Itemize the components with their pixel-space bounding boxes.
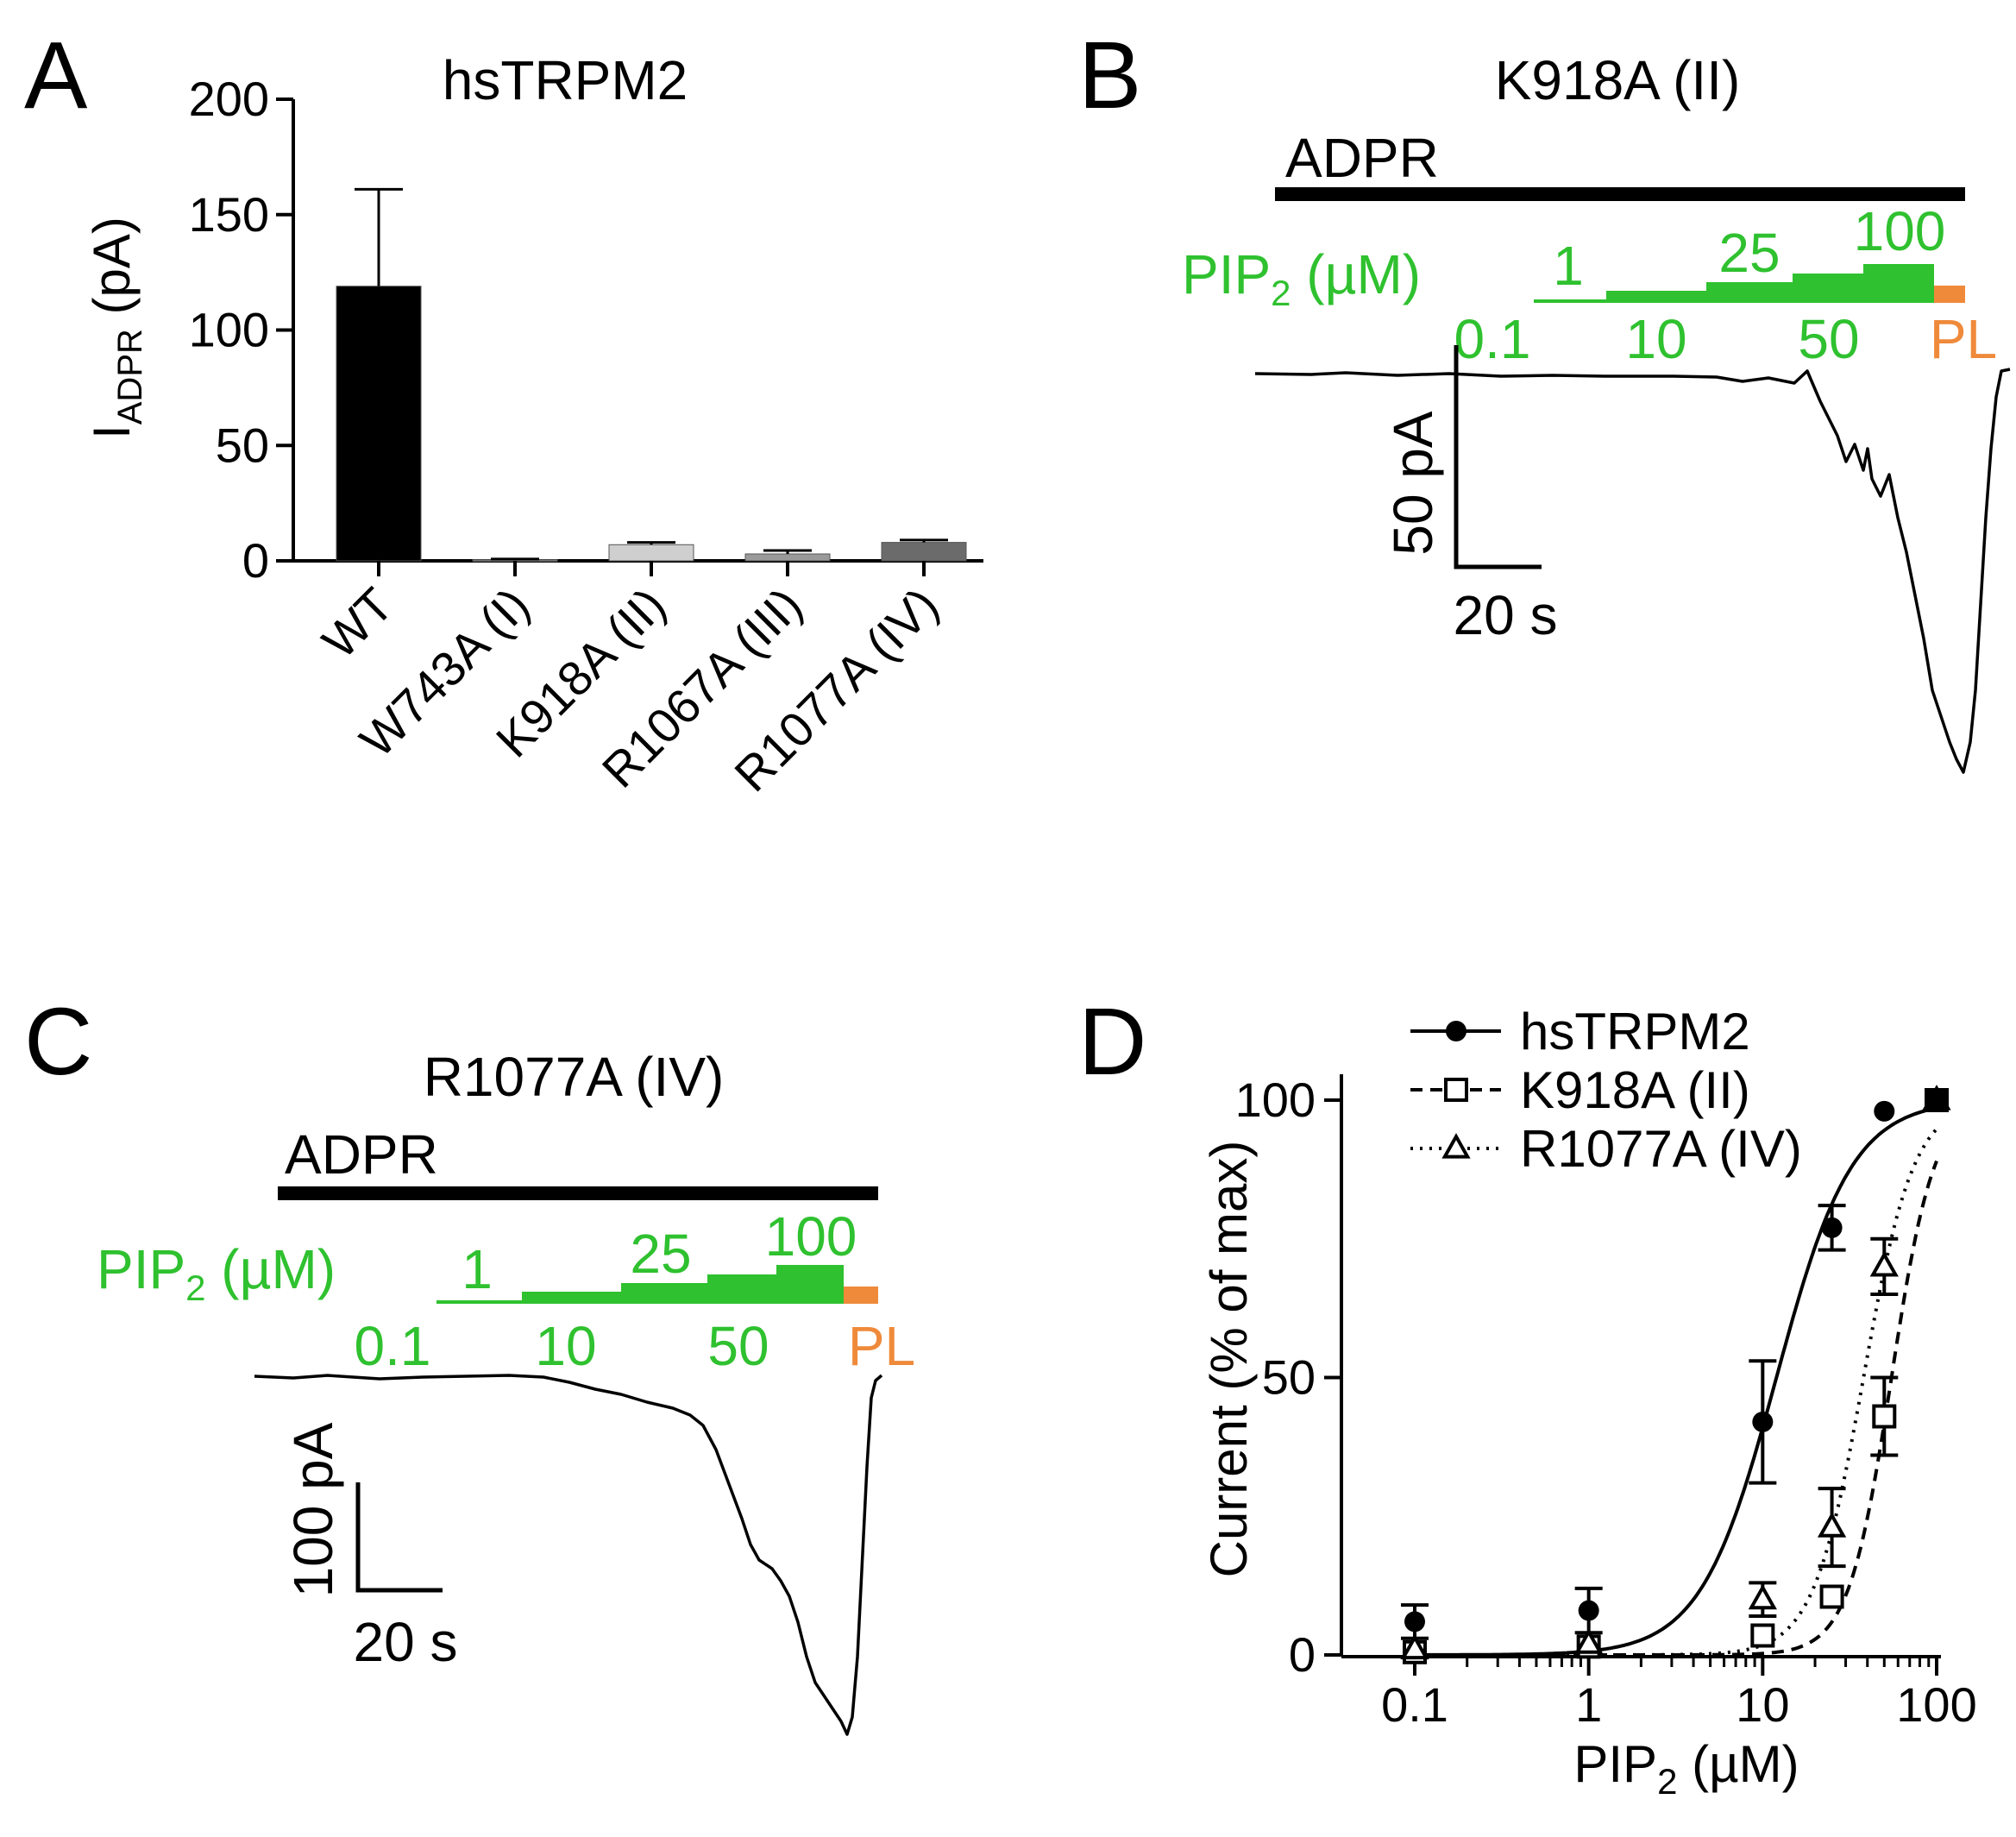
panel-d-fit-curves	[1415, 1106, 1938, 1657]
panel-a-ytick-label: 100	[189, 303, 269, 357]
panel-b-pip2-label: PIP2 (µM)	[1182, 243, 1421, 313]
panel-b-pl-label: PL	[1930, 308, 1997, 370]
panel-c-pl-bar	[844, 1287, 878, 1304]
panel-b-step-50: 50	[1798, 308, 1859, 370]
panel-d-legend-marker	[1444, 1078, 1468, 1102]
panel-b-pl-bar	[1934, 286, 1965, 303]
panel-d-point-square	[1872, 1404, 1897, 1429]
panel-c-scale-bar	[355, 1482, 443, 1593]
panel-b-letter: B	[1078, 22, 1141, 129]
panel-c-current-trace	[254, 1374, 883, 1736]
panel-d-fit-square	[1415, 1160, 1938, 1657]
panel-d-fit-circle	[1415, 1106, 1937, 1657]
panel-b-step-100: 100	[1854, 200, 1946, 262]
panel-d-x-label: PIP2 (µM)	[1573, 1735, 1799, 1802]
panel-c-trace: C R1077A (IV) ADPR PIP2 (µM) 1 25 100 0.…	[24, 989, 915, 1736]
panel-c-adpr-label: ADPR	[285, 1123, 438, 1186]
panel-d-point-circle	[1578, 1600, 1599, 1621]
panel-a-ytick-label: 200	[189, 72, 269, 126]
panel-c-step-50: 50	[707, 1315, 769, 1377]
panel-c-step-10: 10	[535, 1315, 596, 1377]
panel-c-pip2-staircase	[354, 1265, 844, 1304]
panel-d-point-square	[1819, 1584, 1844, 1609]
panel-b-current-trace	[1254, 368, 2011, 774]
panel-d-point-triangle	[1922, 1085, 1951, 1110]
panel-a-bars	[336, 187, 967, 563]
panel-c-pl-label: PL	[848, 1315, 915, 1377]
panel-d-legend-label: R1077A (IV)	[1520, 1120, 1802, 1178]
panel-b-adpr-bar	[1275, 187, 1965, 201]
panel-c-pip2-label: PIP2 (µM)	[97, 1238, 336, 1308]
panel-c-scale-y: 100 pA	[282, 1422, 344, 1597]
panel-b-trace: B K918A (II) ADPR PIP2 (µM) 1 25 100 0.1…	[1078, 22, 2011, 774]
panel-a-y-label: IADPR (pA)	[83, 217, 149, 439]
panel-d-ytick-label: 50	[1262, 1350, 1316, 1405]
panel-d-legend-label: K918A (II)	[1520, 1061, 1750, 1119]
panel-d-point-circle	[1404, 1611, 1425, 1633]
panel-d-ytick-label: 0	[1289, 1627, 1316, 1682]
panel-a-ytick-label: 150	[189, 187, 269, 242]
panel-c-letter: C	[24, 989, 92, 1095]
panel-a-xtick-label: WT	[311, 577, 403, 669]
panel-d-point-triangle	[1869, 1251, 1899, 1277]
panel-a-ytick-label: 0	[242, 533, 269, 588]
panel-a-bar	[744, 553, 831, 562]
panel-b-step-0.1: 0.1	[1454, 308, 1531, 370]
panel-d-xtick-label: 0.1	[1381, 1677, 1448, 1732]
panel-a-bar	[881, 542, 967, 562]
panel-d-fit-triangle	[1415, 1128, 1938, 1657]
panel-d-ticks: 0 50 100 0.1 1 10 100	[1235, 1073, 1977, 1732]
panel-b-step-1: 1	[1553, 235, 1584, 297]
panel-d-legend-marker	[1441, 1133, 1471, 1159]
panel-d-letter: D	[1078, 989, 1146, 1095]
panel-d-ytick-label: 100	[1235, 1073, 1316, 1127]
panel-a-title: hsTRPM2	[443, 49, 688, 111]
panel-b-scale-bar	[1454, 345, 1542, 569]
panel-c-step-100: 100	[765, 1205, 857, 1268]
panel-b-step-25: 25	[1718, 222, 1780, 284]
panel-c-adpr-bar	[278, 1186, 878, 1200]
panel-d-xtick-label: 100	[1896, 1677, 1976, 1732]
panel-d-point-triangle	[1574, 1628, 1604, 1654]
panel-d-point-triangle	[1817, 1512, 1847, 1538]
panel-c-step-25: 25	[630, 1223, 691, 1285]
panel-d-point-triangle	[1748, 1583, 1777, 1610]
panel-d-point-triangle	[1400, 1633, 1429, 1660]
panel-c-title: R1077A (IV)	[424, 1046, 725, 1108]
panel-d-y-label: Current (% of max)	[1200, 1141, 1258, 1578]
panel-c-step-1: 1	[462, 1238, 493, 1300]
panel-d-legend-marker	[1446, 1021, 1466, 1041]
panel-d-point-circle	[1874, 1100, 1895, 1122]
panel-b-scale-x: 20 s	[1454, 584, 1558, 646]
panel-a-letter: A	[24, 22, 88, 129]
panel-b-scale-y: 50 pA	[1382, 411, 1444, 556]
panel-b-pip2-staircase	[1451, 264, 1934, 303]
panel-d-dose-response: D 0 50 100 0.1 1 10 100 Current (% of max) PIP…	[1078, 989, 1977, 1802]
panel-a-y-ticks: 0 50 100 150 200	[189, 72, 293, 588]
panel-b-adpr-label: ADPR	[1285, 127, 1439, 189]
panel-c-scale-x: 20 s	[354, 1611, 458, 1673]
panel-d-xtick-label: 1	[1575, 1677, 1602, 1732]
panel-a-ytick-label: 50	[216, 418, 269, 472]
panel-d-legend-label: hsTRPM2	[1520, 1003, 1750, 1060]
panel-b-step-10: 10	[1625, 308, 1686, 370]
panel-c-step-0.1: 0.1	[355, 1315, 431, 1377]
panel-d-point-square	[1750, 1623, 1775, 1648]
panel-a-bar	[336, 286, 422, 562]
panel-d-xtick-label: 10	[1736, 1677, 1789, 1732]
panel-d-point-circle	[1821, 1217, 1843, 1238]
panel-d-point-circle	[1752, 1411, 1774, 1432]
panel-a-bar	[608, 544, 694, 562]
panel-d-data-points	[1400, 1085, 1951, 1664]
panel-b-title: K918A (II)	[1495, 49, 1741, 111]
